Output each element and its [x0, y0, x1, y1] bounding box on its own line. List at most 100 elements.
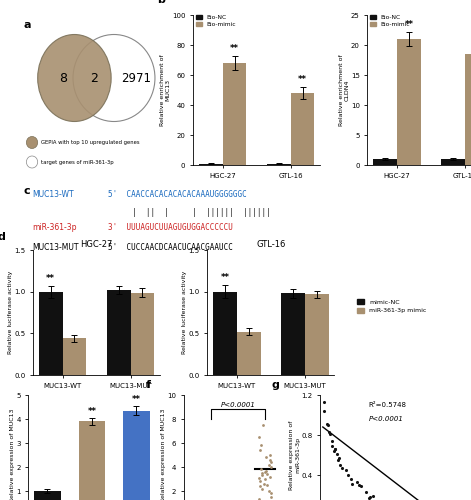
Bar: [373, 159, 397, 165]
Text: miR-361-3p: miR-361-3p: [32, 224, 77, 232]
Point: [267, 451, 274, 459]
Point: [255, 474, 263, 482]
Point: [257, 498, 264, 500]
Text: f: f: [146, 380, 151, 390]
Point: [337, 460, 344, 468]
Bar: [397, 39, 421, 165]
Point: [267, 458, 275, 466]
Point: [256, 478, 264, 486]
Point: [264, 481, 271, 489]
Bar: [441, 159, 465, 165]
Point: [267, 463, 275, 471]
Text: **: **: [298, 75, 307, 84]
Point: [258, 472, 266, 480]
Point: [325, 422, 332, 430]
Text: c: c: [24, 186, 30, 196]
Point: [365, 494, 373, 500]
Legend: Bio-NC, Bio-mimic: Bio-NC, Bio-mimic: [196, 15, 236, 27]
Text: **: **: [87, 407, 97, 416]
Point: [261, 468, 269, 476]
Point: [320, 408, 327, 416]
Y-axis label: Relative expression of MUC13: Relative expression of MUC13: [10, 408, 15, 500]
Point: [333, 450, 341, 458]
Point: [266, 456, 274, 464]
Ellipse shape: [26, 136, 38, 148]
Text: 3'  UUUAGUCUUAGUGUGGACCCCCU: 3' UUUAGUCUUAGUGUGGACCCCCU: [108, 224, 233, 232]
Point: [349, 480, 356, 488]
Y-axis label: Relative expression of MUC13: Relative expression of MUC13: [161, 408, 166, 500]
Point: [267, 472, 274, 480]
Point: [355, 481, 362, 489]
Point: [257, 442, 265, 450]
Point: [332, 444, 339, 452]
Point: [201, 498, 209, 500]
Legend: Bio-NC, Bio-mimic: Bio-NC, Bio-mimic: [370, 15, 410, 27]
Text: 5'  CAACCACACACACACAAAUGGGGGGC: 5' CAACCACACACACACAAAUGGGGGGC: [108, 190, 246, 200]
Text: **: **: [405, 20, 414, 29]
Point: [335, 454, 343, 462]
Text: P<0.0001: P<0.0001: [220, 402, 255, 408]
Bar: [237, 332, 260, 375]
Point: [330, 446, 337, 454]
Bar: [79, 422, 105, 500]
Y-axis label: Relative luciferase activity: Relative luciferase activity: [8, 271, 13, 354]
Text: **: **: [230, 44, 239, 53]
Point: [267, 490, 275, 498]
Bar: [465, 54, 471, 165]
Bar: [63, 338, 86, 375]
Point: [325, 428, 333, 436]
Bar: [267, 164, 291, 165]
Bar: [39, 292, 63, 375]
Point: [345, 472, 352, 480]
Point: [339, 464, 346, 472]
Point: [331, 445, 339, 453]
Text: g: g: [272, 380, 280, 390]
Y-axis label: Relative expression of
miR-361-3p: Relative expression of miR-361-3p: [289, 420, 300, 490]
Text: 2: 2: [90, 72, 98, 85]
Ellipse shape: [26, 156, 38, 168]
Point: [342, 466, 350, 474]
Point: [265, 487, 273, 495]
Point: [259, 469, 266, 477]
Bar: [291, 93, 315, 165]
Text: **: **: [132, 396, 141, 404]
Point: [372, 498, 380, 500]
Text: target genes of miR-361-3p: target genes of miR-361-3p: [41, 160, 113, 164]
Point: [267, 493, 275, 500]
Point: [334, 456, 342, 464]
Text: **: **: [46, 274, 55, 282]
Point: [353, 478, 361, 486]
Text: 8: 8: [59, 72, 67, 85]
Point: [262, 466, 269, 474]
Point: [362, 488, 370, 496]
Bar: [107, 290, 130, 375]
Y-axis label: Relative enrichment of
CLDN4: Relative enrichment of CLDN4: [339, 54, 349, 126]
Point: [370, 492, 377, 500]
Point: [256, 446, 263, 454]
Bar: [305, 294, 329, 375]
Title: HGC-27: HGC-27: [81, 240, 113, 249]
Text: |  ||  |     |  ||||||  ||||||: | || | | |||||| ||||||: [132, 208, 271, 217]
Point: [256, 482, 263, 490]
Point: [328, 436, 335, 444]
Point: [366, 493, 374, 500]
Point: [260, 480, 268, 488]
Point: [262, 454, 270, 462]
Point: [357, 482, 365, 490]
Text: 5'  CUCCAACDCAACUCAACGAAUCC: 5' CUCCAACDCAACUCAACGAAUCC: [108, 242, 233, 252]
Point: [261, 475, 268, 483]
Bar: [213, 292, 237, 375]
Text: MUC13-MUT: MUC13-MUT: [32, 242, 79, 252]
Text: GEPIA with top 10 upregulated genes: GEPIA with top 10 upregulated genes: [41, 140, 139, 145]
Text: a: a: [24, 20, 31, 30]
Point: [259, 484, 266, 492]
Point: [347, 474, 355, 482]
Point: [263, 470, 271, 478]
Text: MUC13-WT: MUC13-WT: [32, 190, 74, 200]
Title: GTL-16: GTL-16: [256, 240, 285, 249]
Point: [257, 466, 265, 473]
Legend: mimic-NC, miR-361-3p mimic: mimic-NC, miR-361-3p mimic: [357, 299, 427, 314]
Point: [208, 499, 216, 500]
Text: P<0.0001: P<0.0001: [369, 416, 404, 422]
Point: [327, 430, 334, 438]
